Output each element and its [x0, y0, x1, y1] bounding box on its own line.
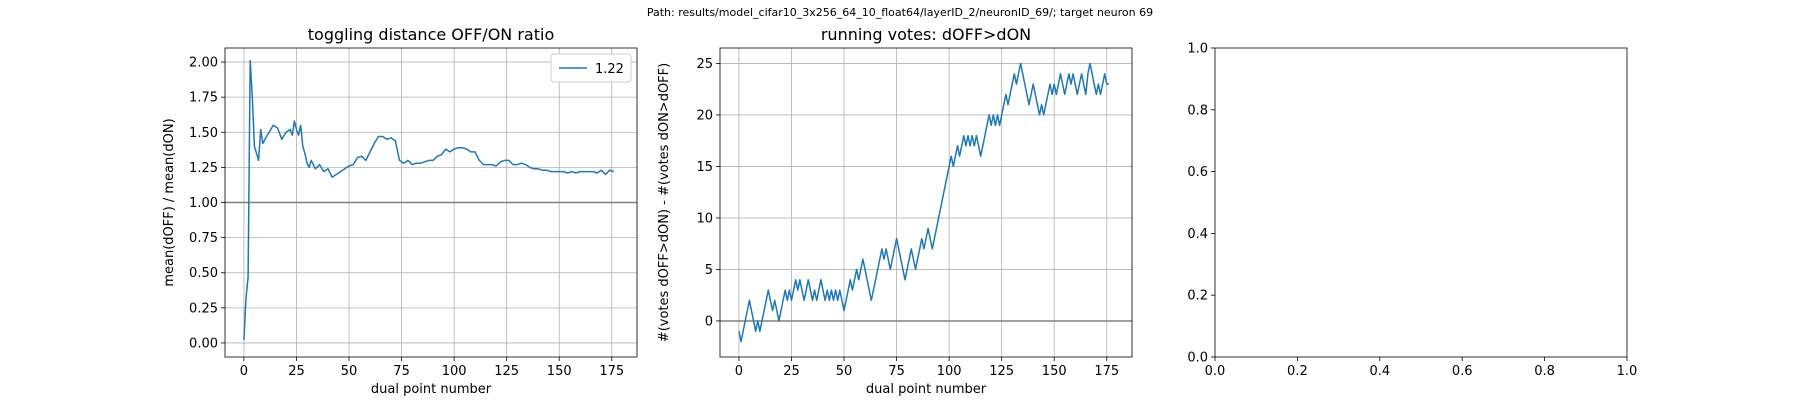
x-tick-label: 0.4	[1369, 364, 1390, 379]
legend-box	[550, 53, 632, 83]
x-tick-label: 75	[393, 364, 410, 379]
x-tick-label: 100	[937, 364, 962, 379]
ratio-chart-panel: 0 25 50 75 100 125 150 175 0.00 0.25 0.50 0.75 1.00 1…	[162, 25, 638, 397]
chart-title: toggling distance OFF/ON ratio	[308, 25, 554, 44]
legend-label: 1.22	[595, 62, 624, 77]
x-tick-label: 125	[494, 364, 519, 379]
x-axis-label: dual point number	[371, 382, 492, 397]
y-tick-label: 0.8	[1187, 103, 1208, 118]
x-tick-label: 175	[599, 364, 624, 379]
x-tick-label: 0.0	[1205, 364, 1226, 379]
y-tick-label: 1.25	[189, 161, 218, 176]
axes-frame	[719, 47, 1133, 358]
figure-suptitle: Path: results/model_cifar10_3x256_64_10_…	[646, 6, 1154, 19]
x-tick-label: 50	[836, 364, 853, 379]
x-tick-label: 0.8	[1534, 364, 1555, 379]
chart-title: running votes: dOFF>dON	[821, 25, 1031, 44]
empty-chart-panel: 0.0 0.2 0.4 0.6 0.8 1.0 0.0 0.2 0.4 0.6 0.8 1.0	[1187, 42, 1637, 380]
axes-frame	[1214, 47, 1628, 358]
x-tick-label: 150	[1042, 364, 1067, 379]
y-tick-label: 0.6	[1187, 165, 1208, 180]
y-tick-label: 0.25	[189, 301, 218, 316]
x-tick-label: 25	[288, 364, 305, 379]
x-tick-label: 100	[442, 364, 467, 379]
y-tick-label: 25	[696, 57, 713, 72]
votes-chart-panel: 0 25 50 75 100 125 150 175 0 5 10 15 20 25 running vot…	[657, 25, 1133, 397]
y-tick-label: 0.50	[189, 266, 218, 281]
y-tick-label: 0	[705, 314, 713, 329]
x-tick-label: 0.2	[1287, 364, 1308, 379]
x-tick-label: 75	[888, 364, 905, 379]
y-axis-label: mean(dOFF) / mean(dON)	[162, 118, 177, 286]
y-axis-label: #(votes dOFF>dON) - #(votes dON>dOFF)	[657, 63, 672, 342]
y-tick-label: 0.00	[189, 336, 218, 351]
y-tick-label: 20	[696, 108, 713, 123]
x-tick-label: 125	[989, 364, 1014, 379]
y-tick-label: 15	[696, 160, 713, 175]
x-tick-label: 0	[735, 364, 743, 379]
x-tick-label: 150	[547, 364, 572, 379]
x-tick-label: 175	[1094, 364, 1119, 379]
y-tick-label: 0.75	[189, 231, 218, 246]
x-tick-label: 0.6	[1452, 364, 1473, 379]
x-tick-label: 1.0	[1617, 364, 1638, 379]
series-line	[243, 59, 615, 341]
y-tick-label: 10	[696, 211, 713, 226]
y-tick-label: 1.50	[189, 126, 218, 141]
y-tick-label: 1.00	[189, 196, 218, 211]
y-tick-label: 5	[705, 263, 713, 278]
y-tick-label: 0.2	[1187, 289, 1208, 304]
y-tick-label: 2.00	[189, 56, 218, 71]
x-tick-label: 0	[240, 364, 248, 379]
y-tick-label: 0.0	[1187, 351, 1208, 366]
y-tick-label: 1.75	[189, 91, 218, 106]
series-line	[738, 62, 1109, 343]
y-tick-label: 0.4	[1187, 227, 1208, 242]
x-tick-label: 50	[341, 364, 358, 379]
x-tick-label: 25	[783, 364, 800, 379]
y-tick-label: 1.0	[1187, 42, 1208, 57]
x-axis-label: dual point number	[866, 382, 987, 397]
